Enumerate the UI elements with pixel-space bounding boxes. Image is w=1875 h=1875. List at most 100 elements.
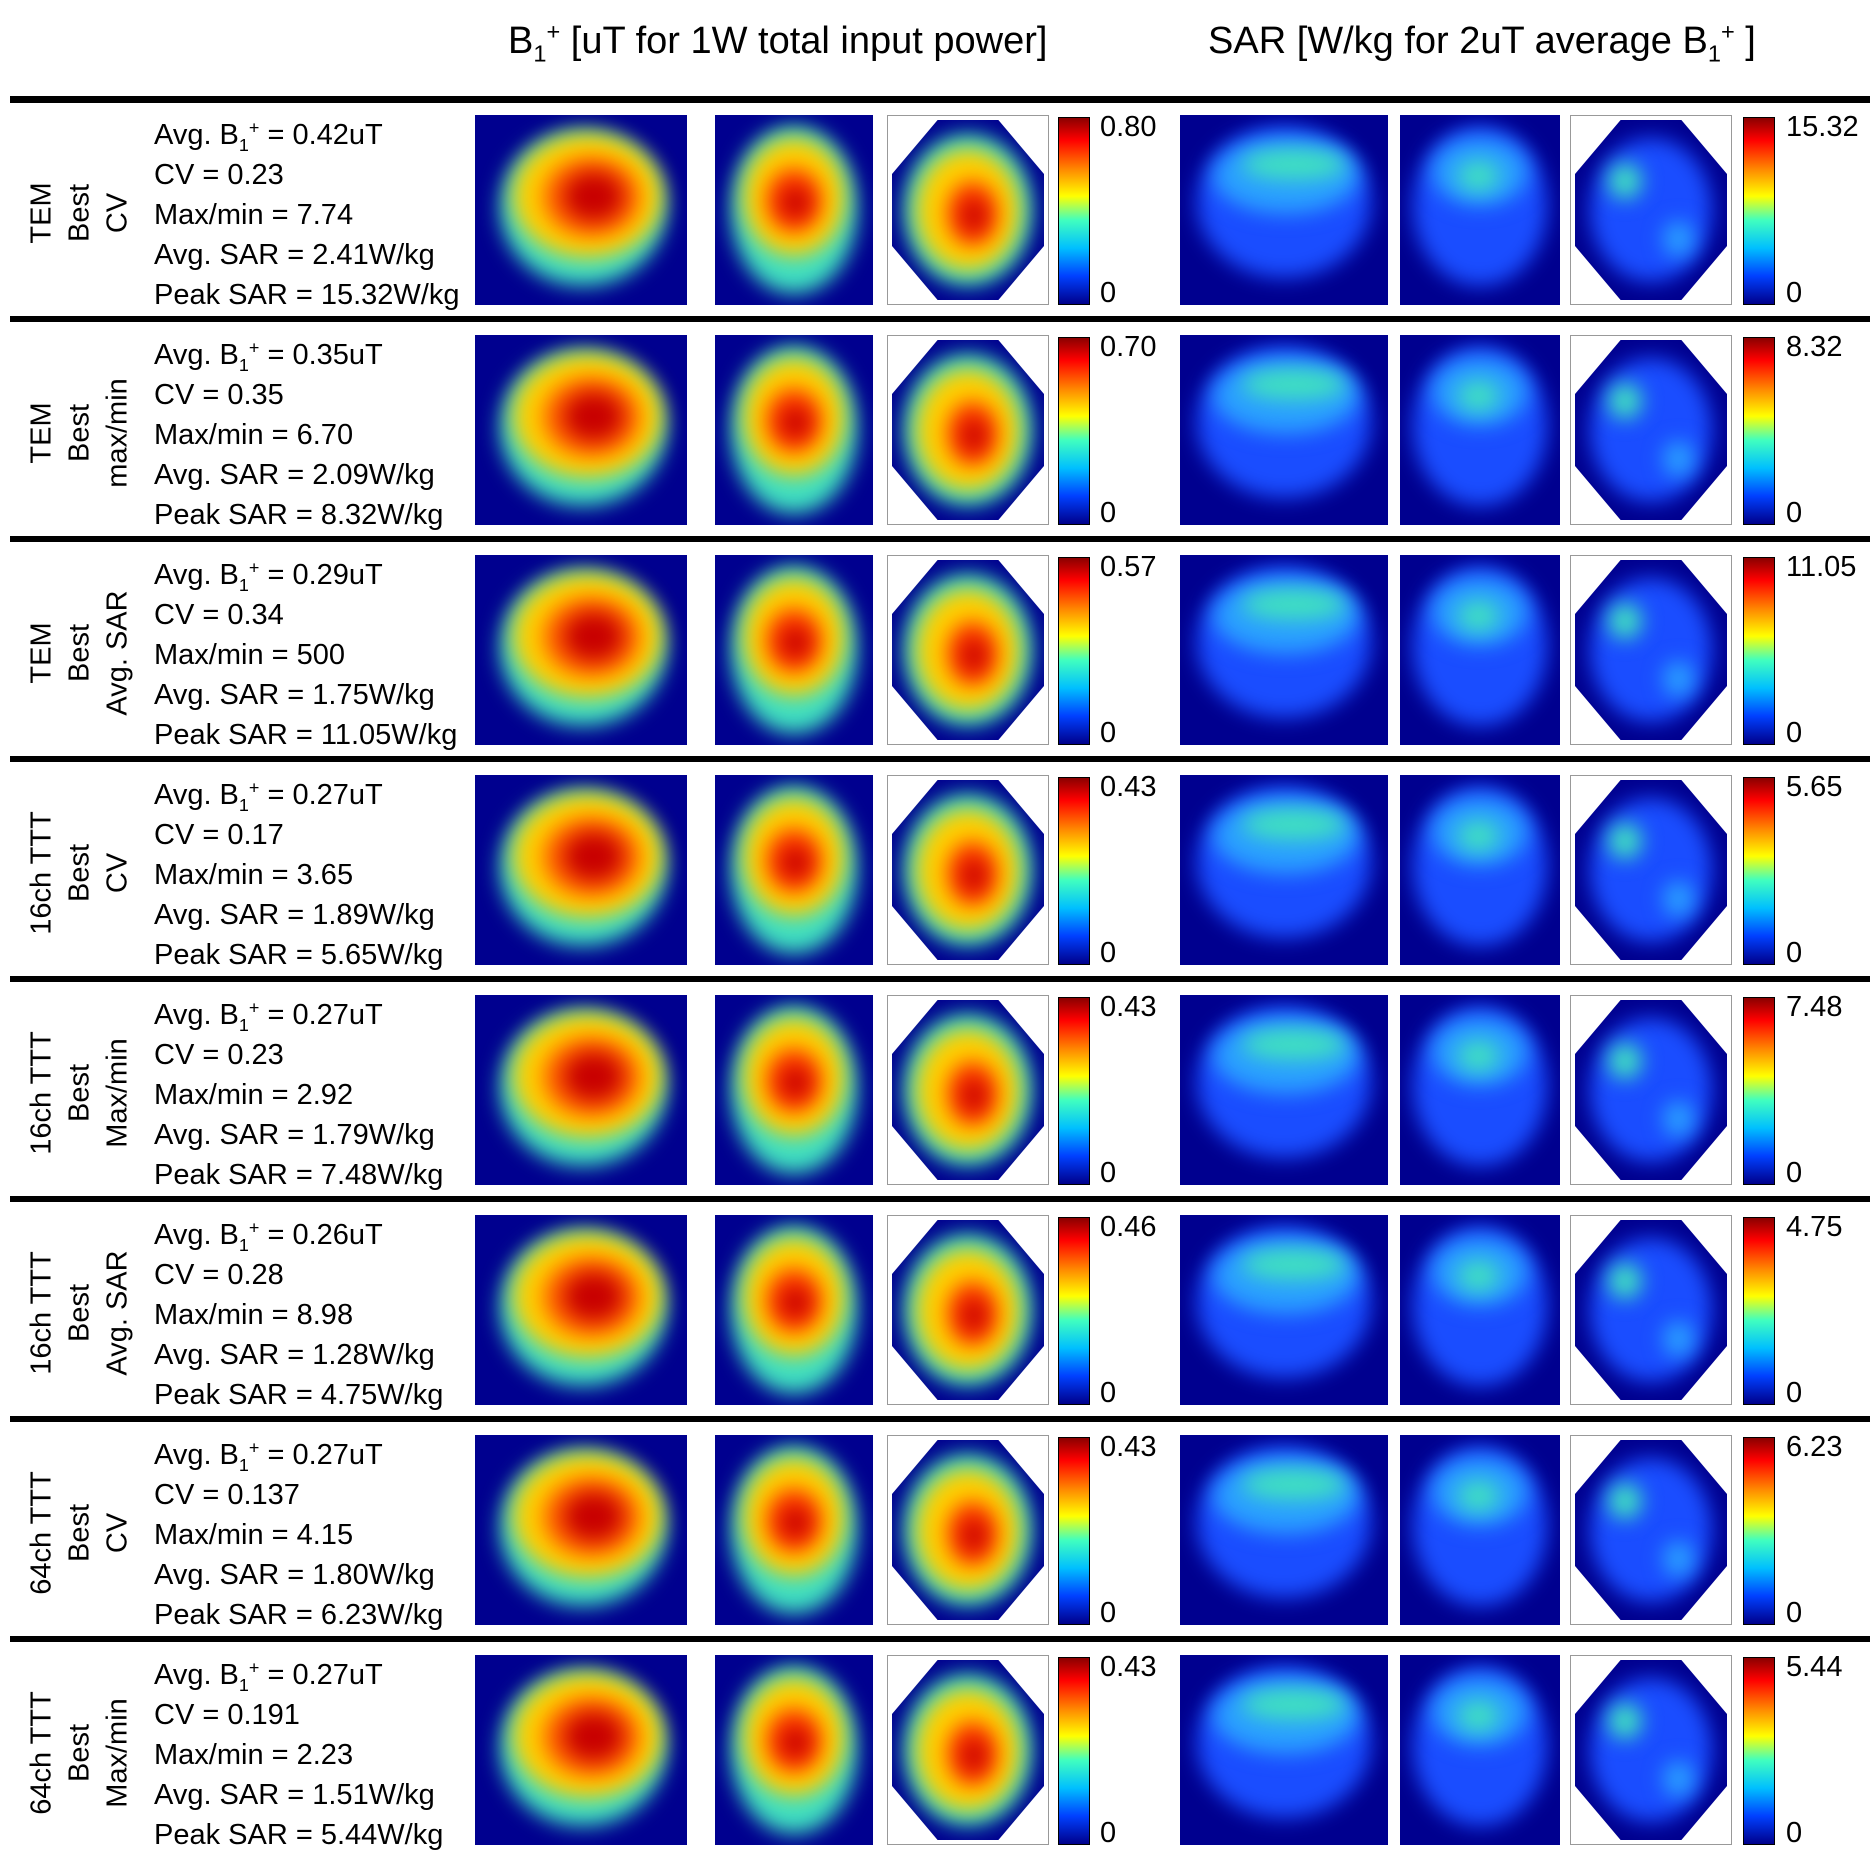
row-label-best: Best bbox=[63, 623, 96, 683]
heat-region bbox=[564, 1492, 624, 1542]
heat-region bbox=[1663, 1760, 1694, 1797]
heat-region bbox=[1590, 1018, 1712, 1162]
stat-avg-sar: Avg. SAR = 1.51W/kg bbox=[154, 1775, 443, 1815]
stat-peak-sar: Peak SAR = 5.65W/kg bbox=[154, 935, 443, 975]
row-label: 64ch TTT Best CV bbox=[0, 1425, 134, 1641]
header-sar-sub: 1 bbox=[1707, 40, 1721, 67]
b1-sagittal-map bbox=[475, 995, 687, 1185]
stat-cv: CV = 0.17 bbox=[154, 815, 443, 855]
b1-coronal-map bbox=[715, 1655, 873, 1845]
sar-axial-map bbox=[1570, 1655, 1732, 1845]
stat-peak-sar: Peak SAR = 11.05W/kg bbox=[154, 715, 457, 755]
b1-colorbar bbox=[1058, 337, 1090, 525]
heat-region bbox=[781, 1067, 810, 1098]
stat-cv-label: CV = bbox=[154, 379, 228, 411]
stat-peak-sar-label: Peak SAR = bbox=[154, 499, 321, 531]
b1-axial-map bbox=[887, 1435, 1049, 1625]
row-stats: Avg. B1+ = 0.29uT CV = 0.34 Max/min = 500 A… bbox=[154, 555, 457, 755]
stat-cv: CV = 0.191 bbox=[154, 1695, 443, 1735]
row-label-coil: TEM bbox=[25, 182, 58, 244]
result-row: TEM Best CV Avg. B1+ = 0.42uT CV = 0.23 Max/m… bbox=[0, 105, 1875, 321]
heat-region bbox=[961, 859, 987, 892]
b1-colorbar-max: 0.43 bbox=[1100, 1431, 1157, 1463]
stat-cv-value: 0.23 bbox=[227, 1039, 284, 1071]
row-label: 16ch TTT Best Max/min bbox=[0, 985, 134, 1201]
stat-peak-sar: Peak SAR = 4.75W/kg bbox=[154, 1375, 443, 1415]
row-label-coil: TEM bbox=[25, 622, 58, 684]
heat-region bbox=[1242, 1249, 1347, 1280]
row-label-metric: CV bbox=[101, 192, 134, 234]
b1-axial-map bbox=[887, 1655, 1049, 1845]
sar-colorbar-max: 5.44 bbox=[1786, 1651, 1843, 1683]
heat-region bbox=[1242, 369, 1347, 400]
stat-peak-sar-value: 4.75W/kg bbox=[320, 1379, 444, 1411]
result-row: 16ch TTT Best CV Avg. B1+ = 0.27uT CV = 0.17… bbox=[0, 765, 1875, 981]
stat-cv-label: CV = bbox=[154, 599, 228, 631]
stat-avg-sar-label: Avg. SAR = bbox=[154, 1559, 313, 1591]
header-sar: SAR [W/kg for 2uT average B1+ ] bbox=[1208, 20, 1756, 66]
stat-avg-b1-eq: = bbox=[259, 119, 293, 151]
b1-axial-map bbox=[887, 335, 1049, 525]
row-separator bbox=[10, 1196, 1870, 1202]
stat-maxmin-label: Max/min = bbox=[154, 1079, 297, 1111]
stat-avg-b1: Avg. B1+ = 0.29uT bbox=[154, 555, 457, 595]
b1-colorbar bbox=[1058, 1437, 1090, 1625]
row-label-best: Best bbox=[63, 1283, 96, 1343]
b1-sagittal-map bbox=[475, 1655, 687, 1845]
stat-avg-b1-label: Avg. B bbox=[154, 339, 239, 371]
stat-avg-b1-value: 0.27uT bbox=[292, 1659, 383, 1691]
row-label-best: Best bbox=[63, 1723, 96, 1783]
heat-region bbox=[564, 612, 624, 662]
stat-avg-b1-sub: 1 bbox=[238, 1454, 249, 1475]
b1-colorbar-max: 0.46 bbox=[1100, 1211, 1157, 1243]
stat-peak-sar: Peak SAR = 8.32W/kg bbox=[154, 495, 443, 535]
stat-maxmin: Max/min = 6.70 bbox=[154, 415, 443, 455]
header-b1-symbol: B bbox=[508, 20, 534, 62]
heat-region bbox=[564, 392, 624, 442]
heat-region bbox=[1457, 1480, 1500, 1511]
heat-region bbox=[1608, 603, 1642, 640]
heat-region bbox=[1590, 358, 1712, 502]
stat-avg-b1-label: Avg. B bbox=[154, 1219, 239, 1251]
heat-region bbox=[1608, 1263, 1642, 1300]
heat-region bbox=[1608, 1483, 1642, 1520]
row-stats: Avg. B1+ = 0.27uT CV = 0.23 Max/min = 2.92… bbox=[154, 995, 443, 1195]
header-b1: B1+ [uT for 1W total input power] bbox=[508, 20, 1048, 66]
stat-avg-b1-value: 0.27uT bbox=[292, 1439, 383, 1471]
sar-colorbar bbox=[1743, 1657, 1775, 1845]
sar-colorbar-min: 0 bbox=[1786, 1377, 1803, 1409]
stat-maxmin-value: 7.74 bbox=[296, 199, 354, 231]
heat-region bbox=[1590, 1238, 1712, 1382]
b1-sagittal-map bbox=[475, 555, 687, 745]
stat-avg-sar-label: Avg. SAR = bbox=[154, 899, 313, 931]
stat-maxmin-value: 2.23 bbox=[296, 1739, 354, 1771]
axial-mask bbox=[892, 1660, 1044, 1840]
stat-cv-value: 0.23 bbox=[227, 159, 284, 191]
stat-avg-b1: Avg. B1+ = 0.27uT bbox=[154, 1435, 443, 1475]
axial-mask bbox=[1575, 1220, 1727, 1400]
stat-avg-sar-value: 1.89W/kg bbox=[312, 899, 435, 931]
row-stats: Avg. B1+ = 0.42uT CV = 0.23 Max/min = 7.74… bbox=[154, 115, 459, 315]
b1-colorbar bbox=[1058, 777, 1090, 965]
header-b1-text: [uT for 1W total input power] bbox=[560, 20, 1048, 62]
heat-region bbox=[781, 187, 810, 218]
sar-sagittal-map bbox=[1180, 775, 1388, 965]
row-label: TEM Best CV bbox=[0, 105, 134, 321]
sar-axial-map bbox=[1570, 1215, 1732, 1405]
row-label-best: Best bbox=[63, 183, 96, 243]
sar-axial-map bbox=[1570, 1435, 1732, 1625]
heat-region bbox=[1663, 1540, 1694, 1577]
axial-mask bbox=[1575, 1660, 1727, 1840]
stat-avg-b1-eq: = bbox=[259, 1439, 293, 1471]
row-separator bbox=[10, 536, 1870, 542]
stat-avg-b1-label: Avg. B bbox=[154, 779, 239, 811]
sar-colorbar bbox=[1743, 1437, 1775, 1625]
heat-region bbox=[961, 1519, 987, 1552]
b1-axial-map bbox=[887, 775, 1049, 965]
stat-avg-sar-label: Avg. SAR = bbox=[154, 239, 313, 271]
sar-coronal-map bbox=[1400, 1215, 1560, 1405]
axial-mask bbox=[892, 560, 1044, 740]
heat-region bbox=[1608, 163, 1642, 200]
stat-cv-label: CV = bbox=[154, 1259, 228, 1291]
b1-colorbar-min: 0 bbox=[1100, 1817, 1117, 1849]
